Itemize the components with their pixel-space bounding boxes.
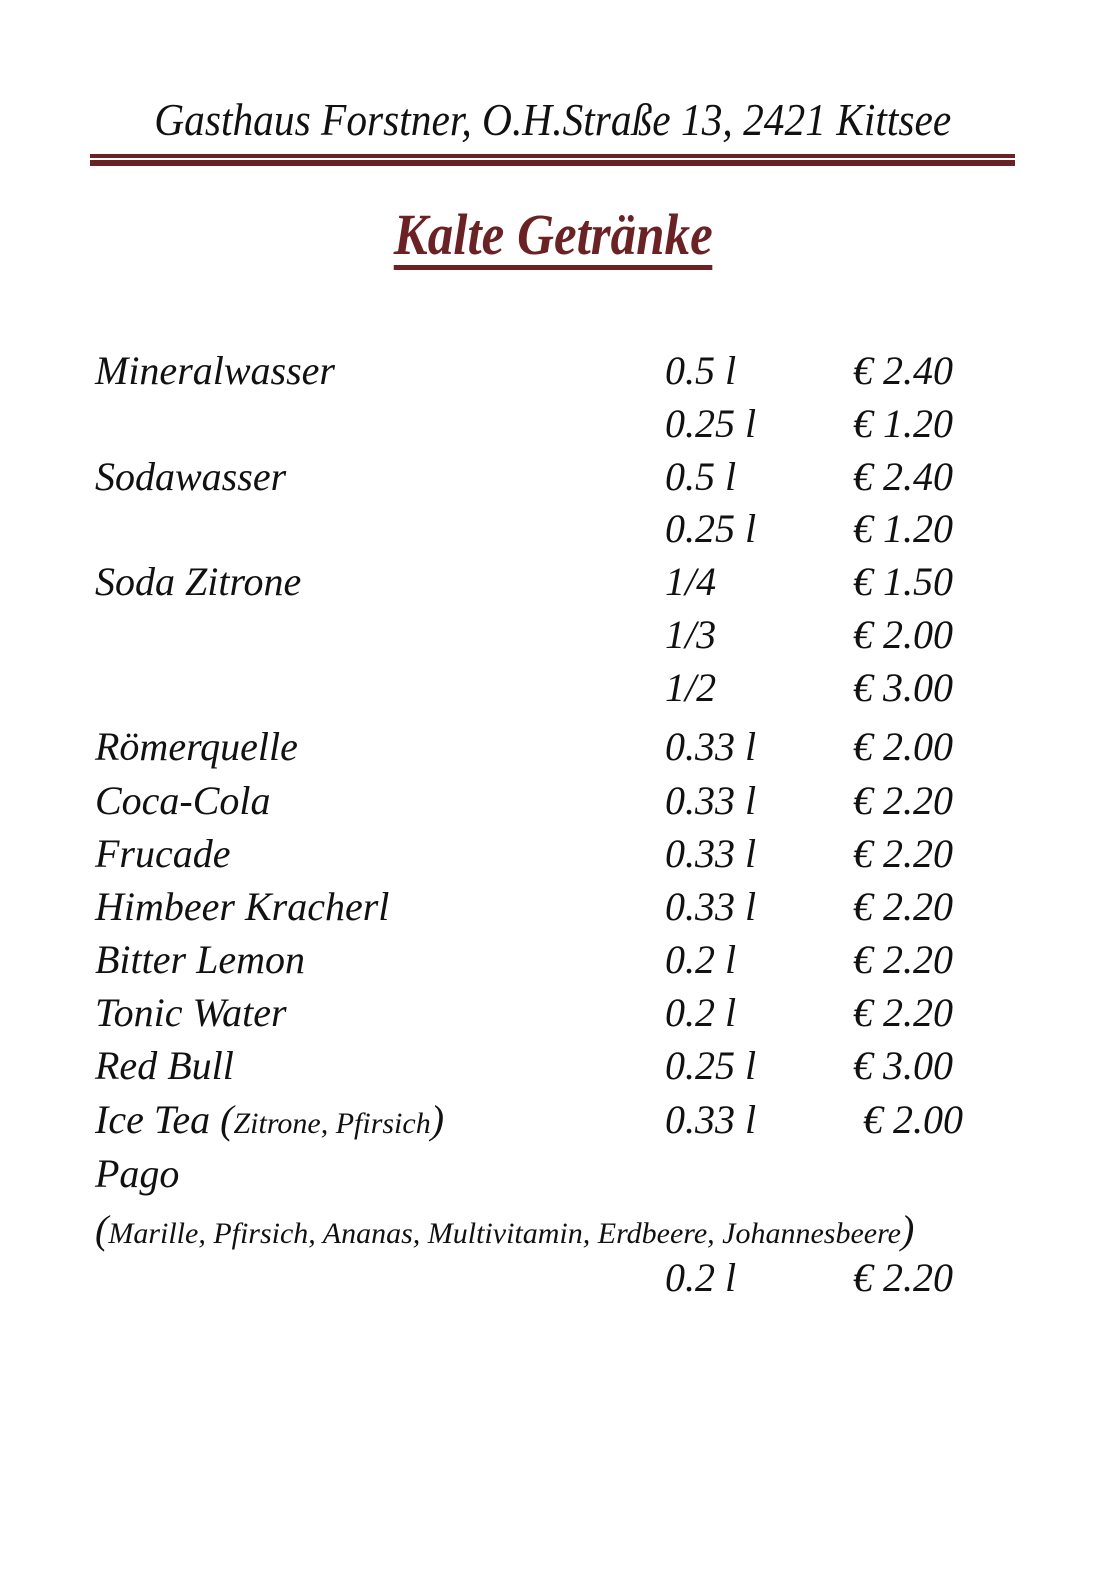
item-size: 0.33 l [665,1097,757,1142]
menu-item-row: Ice Tea (Zitrone, Pfirsich) 0.33 l € 2.00 [0,1097,1107,1143]
item-price: € 2.20 [853,1255,953,1300]
menu-item-row: 0.25 l € 1.20 [0,401,1107,447]
item-name: Pago [95,1151,179,1197]
item-name: Coca-Cola [95,778,271,824]
item-size: 1/3 [665,612,717,657]
menu-item-row: 1/2 € 3.00 [0,665,1107,711]
menu-item-row: Frucade 0.33 l € 2.20 [0,831,1107,877]
item-size: 0.33 l [665,778,757,823]
menu-item-row: 0.2 l € 2.20 [0,1255,1107,1301]
item-name: Soda Zitrone [95,559,301,605]
item-size: 1/2 [665,665,717,710]
page-title-text: Kalte Getränke [393,205,713,270]
menu-item-row: Red Bull 0.25 l € 3.00 [0,1043,1107,1089]
restaurant-address-header: Gasthaus Forstner, O.H.Straße 13, 2421 K… [90,92,1015,148]
menu-item-row: 0.25 l € 1.20 [0,506,1107,552]
item-name: Sodawasser [95,454,286,500]
menu-item-row: Römerquelle 0.33 l € 2.00 [0,724,1107,770]
item-name-text: Mineralwasser [95,348,335,393]
item-size: 0.2 l [665,937,737,982]
item-name-text: Sodawasser [95,454,287,499]
item-size: 0.33 l [665,831,757,876]
item-name: Frucade [95,831,231,877]
header-divider-thin [90,154,1015,158]
item-name-text: Pago [95,1151,180,1196]
item-name-text: Bitter Lemon [95,937,305,982]
menu-item-row: Tonic Water 0.2 l € 2.20 [0,990,1107,1036]
item-name-text: Tonic Water [95,990,287,1035]
menu-item-row: Soda Zitrone 1/4 € 1.50 [0,559,1107,605]
menu-item-row: Mineralwasser 0.5 l € 2.40 [0,348,1107,394]
item-name-text: Frucade [95,831,231,876]
item-price: € 1.20 [853,401,953,446]
item-size: 1/4 [665,559,717,604]
item-price: € 2.00 [853,612,953,657]
item-size: 0.2 l [665,990,737,1035]
item-name: Ice Tea (Zitrone, Pfirsich) [95,1097,445,1142]
item-price: € 2.00 [853,724,953,769]
item-name-text: Coca-Cola [95,778,271,823]
item-name: Himbeer Kracherl [95,884,389,930]
item-price: € 2.40 [853,454,953,499]
item-size: 0.25 l [665,401,757,446]
item-price: € 2.20 [853,831,953,876]
item-size: 0.33 l [665,724,757,769]
item-note: Zitrone, Pfirsich [233,1107,431,1140]
item-name-text: Ice Tea [95,1097,211,1142]
item-name-text: Red Bull [95,1043,234,1088]
menu-item-row: Coca-Cola 0.33 l € 2.20 [0,778,1107,824]
menu-item-row: 1/3 € 2.00 [0,612,1107,658]
item-size: 0.25 l [665,506,757,551]
item-name: (Marille, Pfirsich, Ananas, Multivitamin… [95,1207,915,1252]
item-name-text: Soda Zitrone [95,559,302,604]
item-price: € 2.20 [853,937,953,982]
item-price: € 2.20 [853,884,953,929]
item-size: 0.2 l [665,1255,737,1300]
menu-item-row: (Marille, Pfirsich, Ananas, Multivitamin… [0,1207,1107,1253]
item-size: 0.33 l [665,884,757,929]
item-note: Marille, Pfirsich, Ananas, Multivitamin,… [108,1217,901,1250]
menu-item-row: Pago [0,1151,1107,1197]
item-name: Bitter Lemon [95,937,305,983]
item-price: € 2.20 [853,990,953,1035]
item-name-text: Römerquelle [95,724,298,769]
item-price: € 3.00 [853,665,953,710]
item-price: € 2.20 [853,778,953,823]
menu-item-row: Himbeer Kracherl 0.33 l € 2.20 [0,884,1107,930]
item-price: € 1.20 [853,506,953,551]
item-size: 0.5 l [665,348,737,393]
item-price: € 3.00 [853,1043,953,1088]
item-name-text: Himbeer Kracherl [95,884,390,929]
item-name: Römerquelle [95,724,298,770]
header-text: Gasthaus Forstner, O.H.Straße 13, 2421 K… [154,94,951,145]
item-price: € 1.50 [853,559,953,604]
item-size: 0.25 l [665,1043,757,1088]
item-name: Mineralwasser [95,348,335,394]
item-price: € 2.40 [853,348,953,393]
header-divider-thick [90,160,1015,166]
menu-item-row: Sodawasser 0.5 l € 2.40 [0,454,1107,500]
menu-item-row: Bitter Lemon 0.2 l € 2.20 [0,937,1107,983]
item-price: € 2.00 [863,1097,963,1142]
item-name: Tonic Water [95,990,287,1036]
item-name: Red Bull [95,1043,234,1089]
item-size: 0.5 l [665,454,737,499]
page-title: Kalte Getränke [0,200,1107,270]
